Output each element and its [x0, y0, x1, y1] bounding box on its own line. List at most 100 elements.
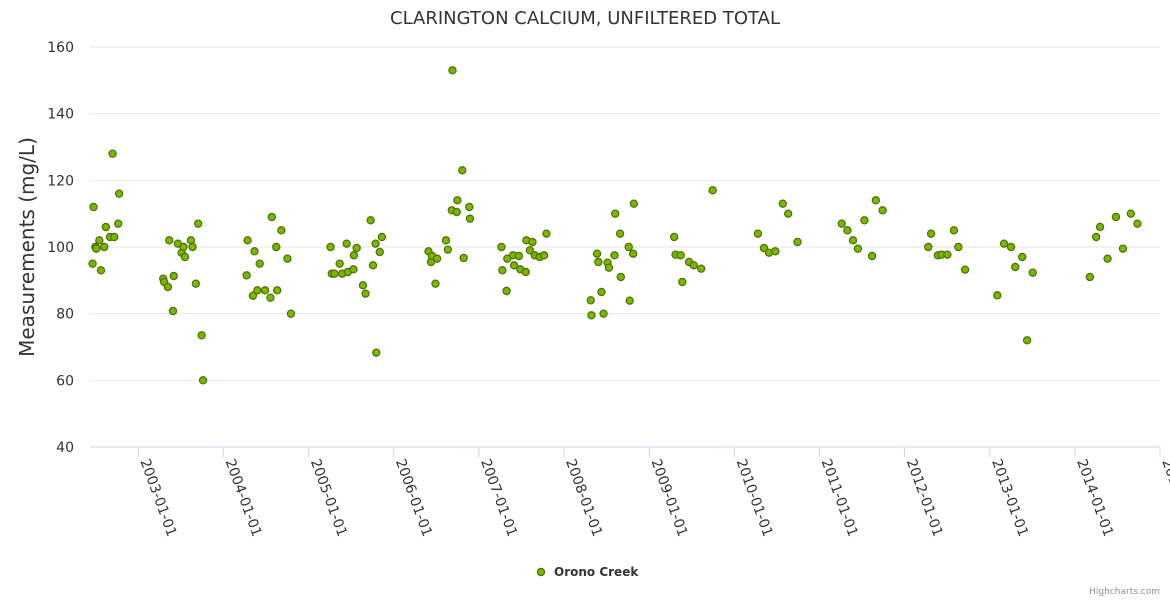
- data-point: [592, 249, 602, 258]
- data-point: [610, 251, 619, 260]
- data-point: [286, 309, 296, 318]
- data-point: [191, 279, 201, 288]
- y-tick-label: 140: [47, 107, 74, 123]
- data-point: [509, 261, 519, 270]
- credits-link[interactable]: Highcharts.com: [1089, 587, 1160, 597]
- data-point: [629, 199, 639, 208]
- data-point: [525, 246, 535, 255]
- data-point: [250, 247, 259, 256]
- data-point: [452, 207, 461, 217]
- data-point: [95, 236, 104, 245]
- data-point: [92, 244, 101, 253]
- data-point: [597, 287, 606, 297]
- data-point: [498, 266, 507, 275]
- data-point: [165, 236, 174, 245]
- data-point: [954, 242, 963, 252]
- data-point: [366, 216, 375, 225]
- data-point: [180, 252, 190, 262]
- data-point: [599, 309, 608, 318]
- data-point: [587, 311, 596, 320]
- data-point: [878, 206, 887, 215]
- data-point: [867, 251, 877, 261]
- data-point: [459, 253, 468, 263]
- data-point: [101, 222, 111, 232]
- data-point: [377, 232, 387, 242]
- y-tick-labels: 40 60 80 100 120 140 160: [47, 40, 74, 456]
- data-point: [335, 259, 344, 268]
- data-point: [198, 376, 208, 385]
- data-point: [1011, 262, 1020, 272]
- data-point: [521, 267, 530, 277]
- data-point: [243, 236, 252, 245]
- data-point: [624, 242, 633, 252]
- data-point: [1095, 222, 1105, 232]
- data-point: [443, 245, 453, 254]
- data-point: [358, 281, 368, 290]
- data-point: [759, 243, 769, 253]
- data-point: [542, 229, 551, 238]
- data-point: [793, 237, 802, 247]
- data-point: [615, 229, 625, 238]
- data-point: [604, 263, 614, 272]
- data-point: [1126, 209, 1136, 218]
- data-point: [926, 229, 936, 238]
- data-point: [465, 214, 475, 223]
- legend-label[interactable]: Orono Creek: [554, 565, 639, 579]
- data-point: [266, 293, 275, 302]
- data-point: [871, 196, 881, 205]
- y-tick-label: 100: [47, 240, 74, 256]
- data-point: [260, 286, 270, 295]
- data-point: [1006, 242, 1016, 252]
- data-point: [371, 239, 380, 248]
- data-point: [368, 261, 378, 270]
- data-point: [197, 331, 206, 340]
- data-point: [678, 277, 687, 287]
- data-point: [375, 247, 384, 257]
- data-point: [1111, 212, 1121, 222]
- data-point: [1133, 219, 1142, 228]
- data-point: [1118, 244, 1128, 253]
- data-point: [843, 226, 852, 235]
- y-tick-label: 40: [56, 440, 74, 456]
- data-point: [689, 261, 698, 270]
- data-point: [193, 219, 203, 228]
- data-point: [628, 249, 638, 258]
- data-point: [242, 271, 251, 280]
- data-point: [853, 244, 863, 253]
- data-point: [89, 202, 98, 212]
- data-point: [272, 286, 282, 295]
- data-point: [1018, 252, 1027, 262]
- data-point: [1103, 254, 1112, 263]
- y-tick-label: 80: [56, 307, 74, 323]
- chart-title: CLARINGTON CALCIUM, UNFILTERED TOTAL: [390, 8, 780, 29]
- data-point: [372, 348, 381, 357]
- data-point: [114, 219, 123, 228]
- data-point: [186, 236, 196, 245]
- data-point: [465, 202, 474, 212]
- data-point: [248, 291, 258, 300]
- data-point: [514, 251, 524, 261]
- data-point: [1028, 268, 1037, 277]
- data-point: [361, 289, 370, 298]
- data-point: [1085, 272, 1095, 282]
- data-point: [611, 209, 620, 218]
- data-point: [267, 212, 277, 222]
- data-points: [88, 66, 1142, 385]
- data-point: [96, 266, 106, 275]
- data-point: [169, 271, 178, 281]
- data-point: [272, 242, 281, 252]
- data-point: [1022, 336, 1032, 345]
- data-point: [860, 216, 869, 225]
- data-point: [528, 237, 537, 247]
- data-point: [349, 265, 358, 274]
- data-point: [594, 257, 603, 267]
- data-point: [616, 272, 626, 282]
- data-point: [453, 196, 462, 205]
- legend-marker: [536, 567, 546, 577]
- axes: [90, 446, 1161, 457]
- data-point: [586, 296, 595, 305]
- data-point: [502, 286, 511, 296]
- legend[interactable]: Orono Creek: [536, 565, 639, 579]
- data-point: [778, 199, 788, 208]
